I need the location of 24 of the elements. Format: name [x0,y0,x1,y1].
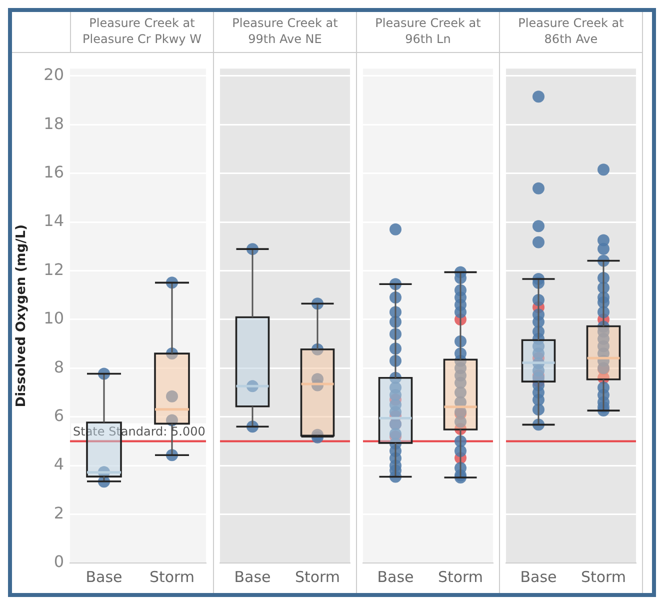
y-tick-label: 10 [44,308,64,328]
y-tick-label: 14 [44,211,64,230]
y-tick-label: 6 [54,406,64,426]
y-tick-label: 18 [44,114,64,133]
y-tick-label: 20 [44,65,64,84]
chart-title: Pleasure Creek at 99th Ave NE [214,12,356,52]
y-tick-label: 16 [44,162,64,182]
chart-title: Pleasure Creek at 86th Ave [500,12,642,52]
y-tick-label: 8 [54,357,64,376]
x-tick-label: Storm [580,568,626,586]
x-tick-label: Base [86,568,122,586]
x-tick-label: Base [377,568,414,586]
y-tick-label: 4 [54,454,64,474]
y-tick-label: 12 [44,260,64,279]
chart-title: Pleasure Creek at 96th Ln [357,12,499,52]
x-tick-label: Base [520,568,557,586]
x-tick-label: Base [234,568,271,586]
x-tick-label: Storm [149,568,195,586]
y-tick-label: 0 [54,552,64,572]
chart-title: Pleasure Creek at Pleasure Cr Pkwy W [82,15,202,48]
x-tick-label: Storm [294,568,340,586]
x-tick-label: Storm [438,568,484,586]
y-axis-title: Dissolved Oxygen (mg/L) [14,224,30,408]
y-tick-label: 2 [54,503,64,522]
